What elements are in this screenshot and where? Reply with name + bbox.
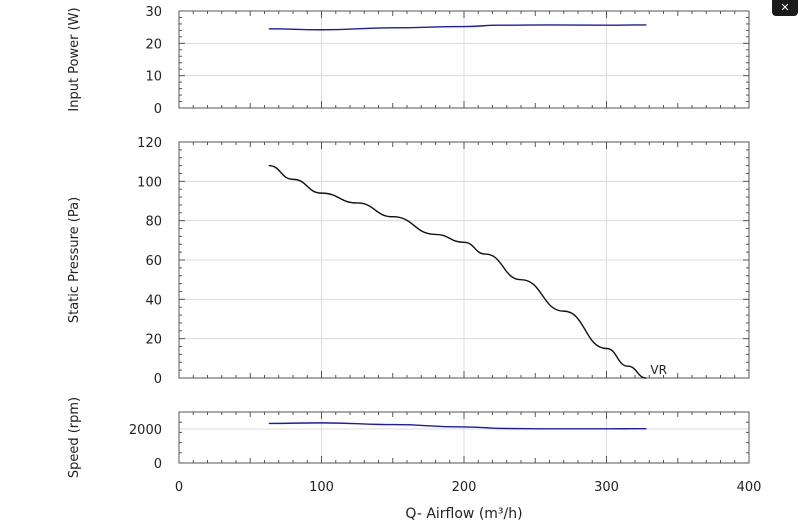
y-tick-label: 2000 bbox=[129, 423, 162, 438]
series-line bbox=[268, 422, 647, 430]
chart-panel-2 bbox=[178, 411, 750, 464]
series-line bbox=[268, 24, 647, 31]
y-axis-label: Speed (rpm) bbox=[67, 397, 82, 478]
x-tick-label: 300 bbox=[594, 480, 619, 495]
y-tick-label: 20 bbox=[145, 333, 162, 348]
y-tick-label: 30 bbox=[145, 5, 162, 20]
chart-panel-1 bbox=[178, 141, 750, 379]
y-tick-label: 0 bbox=[154, 372, 162, 387]
y-tick-label: 120 bbox=[137, 136, 162, 151]
close-icon[interactable]: ✕ bbox=[772, 0, 798, 16]
y-tick-label: 100 bbox=[137, 175, 162, 190]
y-axis-label: Input Power (W) bbox=[67, 7, 82, 111]
y-tick-label: 80 bbox=[145, 215, 162, 230]
y-tick-label: 0 bbox=[154, 102, 162, 117]
x-tick-label: 100 bbox=[309, 480, 334, 495]
series-label: VR bbox=[650, 363, 667, 377]
x-tick-label: 0 bbox=[175, 480, 183, 495]
y-tick-label: 60 bbox=[145, 254, 162, 269]
x-tick-label: 200 bbox=[452, 480, 477, 495]
y-tick-label: 40 bbox=[145, 293, 162, 308]
x-axis-label: Q- Airflow (m³/h) bbox=[405, 506, 522, 522]
y-tick-label: 0 bbox=[154, 457, 162, 472]
y-tick-label: 10 bbox=[145, 70, 162, 85]
x-tick-label: 400 bbox=[737, 480, 762, 495]
y-tick-label: 20 bbox=[145, 37, 162, 52]
chart-panel-0 bbox=[178, 10, 750, 109]
y-axis-label: Static Pressure (Pa) bbox=[67, 197, 82, 323]
series-line bbox=[268, 164, 647, 379]
